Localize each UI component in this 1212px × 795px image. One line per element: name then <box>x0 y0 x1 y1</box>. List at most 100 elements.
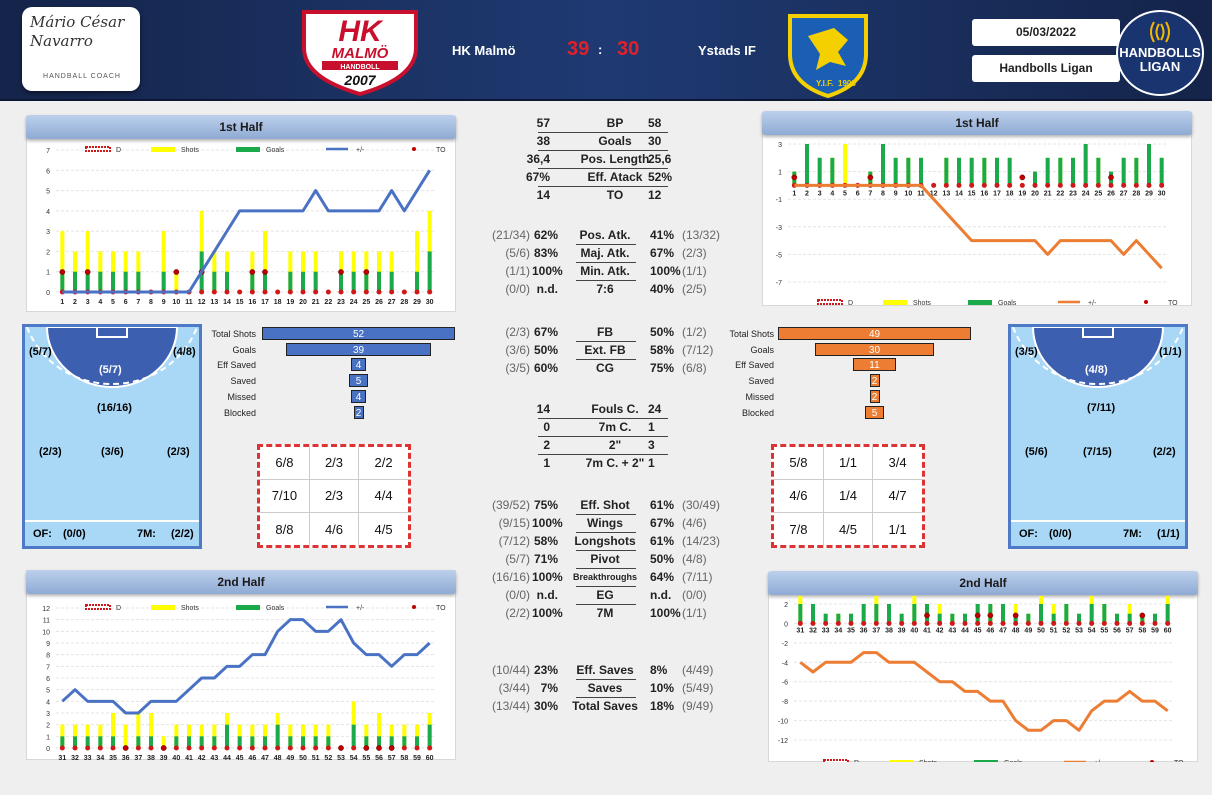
d-marker <box>275 289 281 295</box>
stat-cell: (6/8) <box>682 361 707 375</box>
y-tick-label: 4 <box>46 209 50 216</box>
d-marker <box>351 289 357 295</box>
summary-bar: 2 <box>869 389 880 403</box>
home-score: 39 <box>567 38 590 60</box>
x-tick-label: 49 <box>286 755 294 762</box>
stat-cell: 67% <box>525 170 550 184</box>
x-tick-label: 52 <box>1062 627 1070 634</box>
shots-bar <box>111 713 115 748</box>
stat-cell: 75% <box>533 498 558 512</box>
stat-cell: (13/44) <box>491 699 530 713</box>
x-tick-label: 12 <box>198 299 206 306</box>
svg-text:1908: 1908 <box>838 79 856 88</box>
d-marker <box>401 745 407 751</box>
x-tick-label: 43 <box>210 755 218 762</box>
goals-bar <box>225 724 229 748</box>
x-tick-label: 15 <box>236 299 244 306</box>
x-tick-label: 43 <box>948 627 956 634</box>
goals-bar <box>275 724 280 748</box>
y-tick-label: 1 <box>46 734 50 741</box>
x-tick-label: 11 <box>185 299 193 306</box>
goals-bar <box>1121 157 1126 186</box>
goals-bar <box>1096 157 1101 186</box>
summary-label: Eff Saved <box>735 360 774 371</box>
x-tick-label: 10 <box>904 190 912 197</box>
x-tick-label: 56 <box>375 755 383 762</box>
y-tick-label: 3 <box>778 142 782 149</box>
summary-label: Saved <box>230 376 256 387</box>
x-tick-label: 4 <box>830 190 834 197</box>
to-marker <box>262 269 268 275</box>
goal-zone-cell: 4/5 <box>823 512 874 545</box>
y-tick-label: 0 <box>46 746 50 753</box>
goals-bar <box>1077 613 1081 624</box>
goals-bar <box>301 271 305 292</box>
y-tick-label: 8 <box>46 653 50 660</box>
goals-bar <box>1051 613 1056 624</box>
stat-cell: (21/34) <box>491 228 530 242</box>
x-tick-label: 4 <box>98 299 102 306</box>
home-goal-zones: 6/8 2/3 2/2 7/10 2/3 4/4 8/8 4/6 4/5 <box>257 444 411 548</box>
stat-cell: 8% <box>650 663 668 677</box>
stat-cell: 38 <box>536 134 550 148</box>
x-tick-label: 22 <box>324 299 332 306</box>
d-marker <box>861 620 867 626</box>
d-marker <box>1108 182 1114 188</box>
y-tick-label: 11 <box>43 618 50 625</box>
goals-bar <box>1045 157 1050 186</box>
x-tick-label: 42 <box>198 755 206 762</box>
stat-cell: 1 <box>648 456 655 470</box>
stat-cell: 58% <box>650 343 675 357</box>
legend-label: D <box>116 147 121 154</box>
stat-cell: (3/44) <box>498 681 530 695</box>
d-marker <box>975 620 981 626</box>
svg-text:OF:: OF: <box>1019 528 1038 540</box>
stat-cell: (5/49) <box>682 681 714 695</box>
x-tick-label: 52 <box>324 755 332 762</box>
d-marker <box>262 289 268 295</box>
stat-cell: 2" <box>608 438 622 452</box>
goal-zone-cell: 6/8 <box>260 447 310 480</box>
stat-divider <box>576 604 636 605</box>
d-marker <box>427 745 433 751</box>
d-marker <box>1121 182 1127 188</box>
stat-cell: (7/11) <box>682 570 713 584</box>
stat-divider <box>576 341 636 342</box>
stat-cell: 58 <box>648 116 662 130</box>
goals-bar <box>836 613 841 624</box>
to-marker <box>791 174 798 181</box>
x-tick-label: 3 <box>86 299 90 306</box>
d-marker <box>59 745 65 751</box>
goals-bar <box>881 144 885 186</box>
d-marker <box>1083 182 1089 188</box>
svg-text:(5/7): (5/7) <box>29 346 52 358</box>
x-tick-label: 45 <box>974 627 982 634</box>
goals-bar <box>60 736 65 748</box>
goals-bar <box>136 271 141 292</box>
x-tick-label: 59 <box>1151 627 1159 634</box>
y-tick-label: -8 <box>782 699 788 706</box>
stat-cell: (5/6) <box>505 246 530 260</box>
goal-zone-cell: 5/8 <box>774 447 824 480</box>
goals-bar <box>963 613 967 624</box>
x-tick-label: 6 <box>124 299 128 306</box>
y-tick-label: -1 <box>776 197 782 204</box>
goals-bar <box>899 613 904 624</box>
y-tick-label: 6 <box>46 676 50 683</box>
goal-zone-cell: 1/1 <box>823 447 874 480</box>
summary-bar: 2 <box>353 405 364 419</box>
legend-to-icon <box>412 147 416 151</box>
stat-cell: 100% <box>532 264 563 278</box>
stat-cell: FB <box>597 325 613 339</box>
svg-text:(3/5): (3/5) <box>1015 346 1038 358</box>
d-marker <box>987 620 993 626</box>
goals-bar <box>237 736 242 748</box>
legend-label: TO <box>1168 300 1178 306</box>
away-court: (3/5) (1/1) (4/8) (7/11) (5/6) (7/15) (2… <box>1008 324 1188 549</box>
goals-bar <box>313 271 318 292</box>
d-marker <box>797 620 803 626</box>
x-tick-label: 36 <box>122 755 130 762</box>
y-tick-label: 0 <box>46 290 50 297</box>
stat-cell: 41% <box>650 228 675 242</box>
stat-divider <box>576 568 636 569</box>
